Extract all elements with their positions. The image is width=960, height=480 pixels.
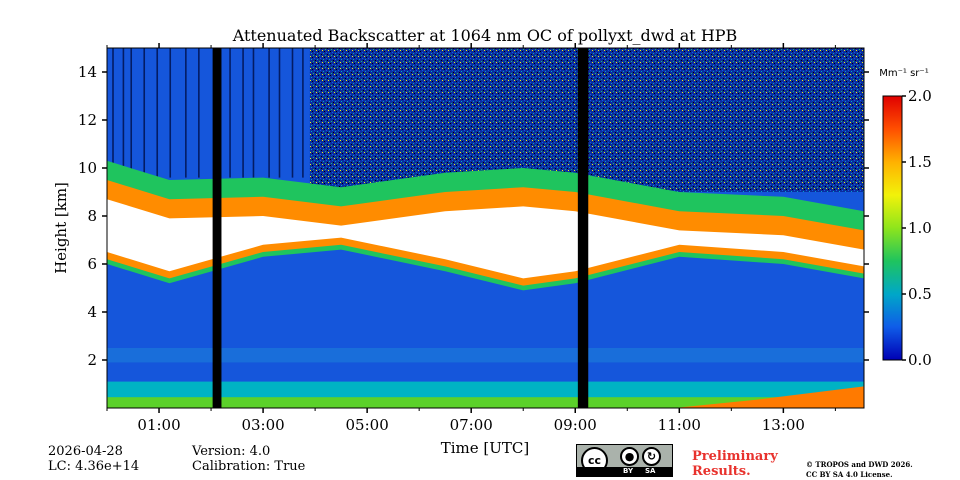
heatmap-streak-5 bbox=[169, 48, 172, 178]
footer-lc: LC: 4.36e+14 bbox=[48, 459, 140, 474]
y-tick-label: 12 bbox=[78, 111, 97, 129]
plot-frame bbox=[106, 47, 865, 409]
data-gap-0 bbox=[212, 48, 222, 408]
cc-sa-circular-arrow-icon: ↻ bbox=[642, 447, 661, 466]
x-tick-label: 09:00 bbox=[554, 416, 597, 434]
heatmap-streak-9 bbox=[242, 48, 244, 178]
cc-by-person-icon: ● bbox=[620, 447, 639, 466]
heatmap-streak-0 bbox=[112, 48, 114, 178]
heatmap-streak-14 bbox=[302, 48, 304, 178]
footer-calibration: Calibration: True bbox=[192, 459, 306, 474]
x-tick-label: 03:00 bbox=[241, 416, 284, 434]
preliminary-line-2: Results. bbox=[692, 464, 751, 479]
y-tick-label: 4 bbox=[87, 303, 97, 321]
cc-logo-text: cc bbox=[587, 454, 602, 467]
plot-area bbox=[107, 48, 864, 408]
colorbar-tick-label: 0.5 bbox=[908, 285, 932, 303]
footer-date: 2026-04-28 bbox=[48, 444, 123, 459]
cc-license-badge: cc ● ↻ BY SA bbox=[576, 444, 673, 477]
y-tick-label: 2 bbox=[87, 351, 97, 369]
colorbar-tick-label: 1.5 bbox=[908, 153, 932, 171]
x-axis-label: Time [UTC] bbox=[441, 439, 530, 457]
footer-version: Version: 4.0 bbox=[192, 444, 271, 459]
surface-high-return bbox=[674, 386, 864, 408]
y-tick-label: 14 bbox=[78, 63, 97, 81]
heatmap-streak-7 bbox=[198, 48, 200, 178]
cc-label-strip bbox=[577, 467, 672, 476]
axes: 01:00 03:00 05:00 07:00 09:00 11:00 13:00 2 4 6 8 1… bbox=[78, 43, 869, 434]
y-tick-label: 8 bbox=[87, 207, 97, 225]
data-gap-1 bbox=[577, 48, 589, 408]
y-axis-label: Height [km] bbox=[52, 182, 70, 274]
chart-title: Attenuated Backscatter at 1064 nm OC of … bbox=[232, 26, 738, 45]
x-tick-label: 13:00 bbox=[762, 416, 805, 434]
preliminary-notice: Preliminary Results. bbox=[692, 449, 778, 479]
cloud-layer-core bbox=[107, 199, 864, 279]
boundary-layer-surface bbox=[107, 397, 864, 408]
heatmap-streak-8 bbox=[229, 48, 231, 178]
heatmap-streak-12 bbox=[278, 48, 281, 178]
heatmap-streak-1 bbox=[122, 48, 125, 178]
copyright-line-2: CC BY SA 4.0 License. bbox=[806, 470, 893, 479]
cc-by-label: BY bbox=[623, 467, 634, 475]
x-tick-label: 07:00 bbox=[450, 416, 493, 434]
colorbar: 0.0 0.5 1.0 1.5 2.0 bbox=[882, 87, 932, 369]
copyright-notice: © TROPOS and DWD 2026. CC BY SA 4.0 Lice… bbox=[806, 460, 913, 480]
heatmap-streak-2 bbox=[130, 48, 133, 178]
heatmap-streak-4 bbox=[156, 48, 159, 178]
heatmap-streak-13 bbox=[291, 48, 294, 178]
heatmap-streak-6 bbox=[185, 48, 187, 178]
heatmap-streak-3 bbox=[143, 48, 146, 178]
preliminary-line-1: Preliminary bbox=[692, 449, 778, 464]
y-tick-label: 6 bbox=[87, 255, 97, 273]
colorbar-tick-label: 0.0 bbox=[908, 351, 932, 369]
colorbar-unit-label: Mm⁻¹ sr⁻¹ bbox=[879, 68, 928, 79]
x-tick-label: 01:00 bbox=[137, 416, 180, 434]
colorbar-tick-label: 1.0 bbox=[908, 219, 932, 237]
cc-sa-label: SA bbox=[645, 467, 656, 475]
colorbar-gradient bbox=[882, 95, 903, 361]
aerosol-band bbox=[107, 348, 864, 363]
copyright-line-1: © TROPOS and DWD 2026. bbox=[806, 460, 913, 469]
x-tick-label: 05:00 bbox=[346, 416, 389, 434]
y-tick-label: 10 bbox=[78, 159, 97, 177]
heatmap-streak-10 bbox=[252, 48, 255, 178]
colorbar-tick-label: 2.0 bbox=[908, 87, 932, 105]
x-tick-label: 11:00 bbox=[658, 416, 701, 434]
heatmap-streak-11 bbox=[268, 48, 270, 178]
